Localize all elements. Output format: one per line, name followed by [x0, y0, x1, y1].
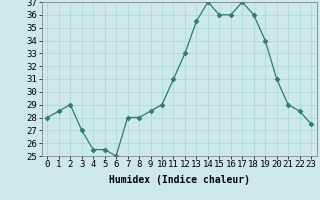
X-axis label: Humidex (Indice chaleur): Humidex (Indice chaleur) [109, 175, 250, 185]
